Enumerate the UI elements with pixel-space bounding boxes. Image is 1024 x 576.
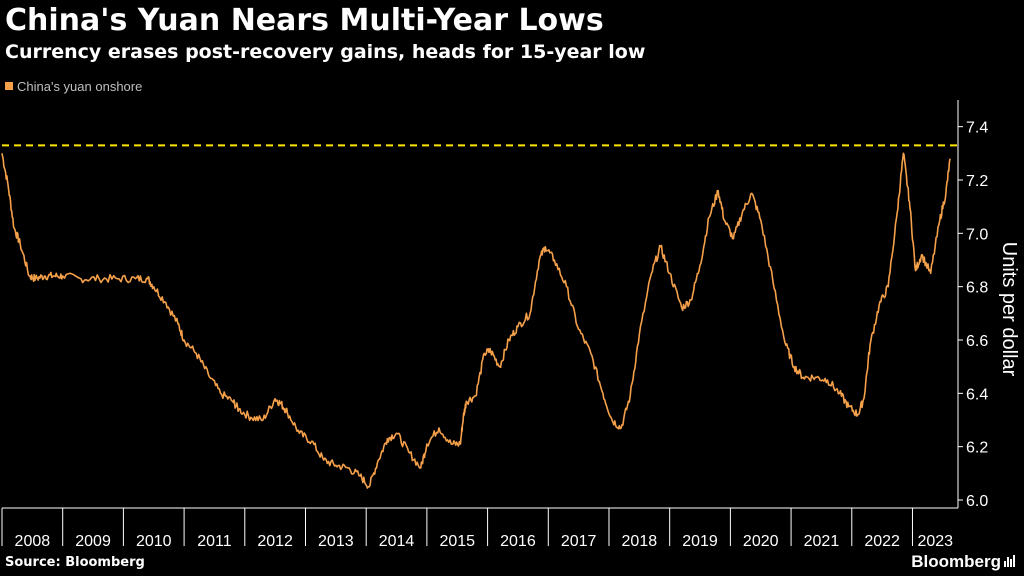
brand-name: Bloomberg — [911, 552, 1001, 571]
x-tick-label: 2020 — [743, 533, 779, 550]
chart-subtitle: Currency erases post-recovery gains, hea… — [5, 41, 646, 63]
y-tick-label: 6.0 — [966, 493, 988, 510]
y-tick-label: 7.0 — [966, 226, 988, 243]
x-tick-label: 2011 — [197, 533, 232, 550]
x-tick-label: 2014 — [379, 533, 415, 550]
legend-swatch — [5, 82, 13, 90]
x-axis: 2008 2009 2010 2011 2012 2013 2014 2015 2016 2017… — [1, 507, 958, 550]
y-tick-label: 6.4 — [966, 386, 988, 403]
y-tick-label: 7.4 — [966, 120, 988, 137]
legend-label: China's yuan onshore — [17, 78, 143, 94]
y-tick-label: 6.8 — [966, 280, 988, 297]
x-tick-label: 2021 — [804, 533, 840, 550]
bar-chart-icon — [1004, 552, 1016, 572]
x-tick-label: 2017 — [561, 533, 597, 550]
x-tick-label: 2009 — [75, 533, 111, 550]
x-tick-label: 2018 — [622, 533, 658, 550]
y-tick-label: 7.2 — [966, 173, 988, 190]
y-tick-label: 6.2 — [966, 440, 988, 457]
brand-logo: Bloomberg — [911, 552, 1016, 572]
x-tick-label: 2019 — [682, 533, 718, 550]
x-tick-label: 2015 — [439, 533, 475, 550]
y-axis-label: Units per dollar — [998, 242, 1020, 377]
y-tick-label: 6.6 — [966, 333, 988, 350]
x-tick-label: 2010 — [136, 533, 172, 550]
x-tick-label: 2012 — [257, 533, 293, 550]
x-tick-label: 2008 — [15, 533, 51, 550]
chart-title: China's Yuan Nears Multi-Year Lows — [5, 3, 604, 38]
x-tick-label: 2022 — [864, 533, 900, 550]
source-note: Source: Bloomberg — [5, 555, 145, 570]
x-tick-label: 2023 — [917, 533, 953, 550]
series-line-yuan — [1, 152, 951, 489]
x-tick-label: 2016 — [500, 533, 536, 550]
y-axis: 6.0 6.2 6.4 6.6 6.8 7.0 7.2 7.4 — [957, 100, 988, 510]
x-tick-label: 2013 — [318, 533, 354, 550]
legend: China's yuan onshore — [5, 77, 142, 95]
